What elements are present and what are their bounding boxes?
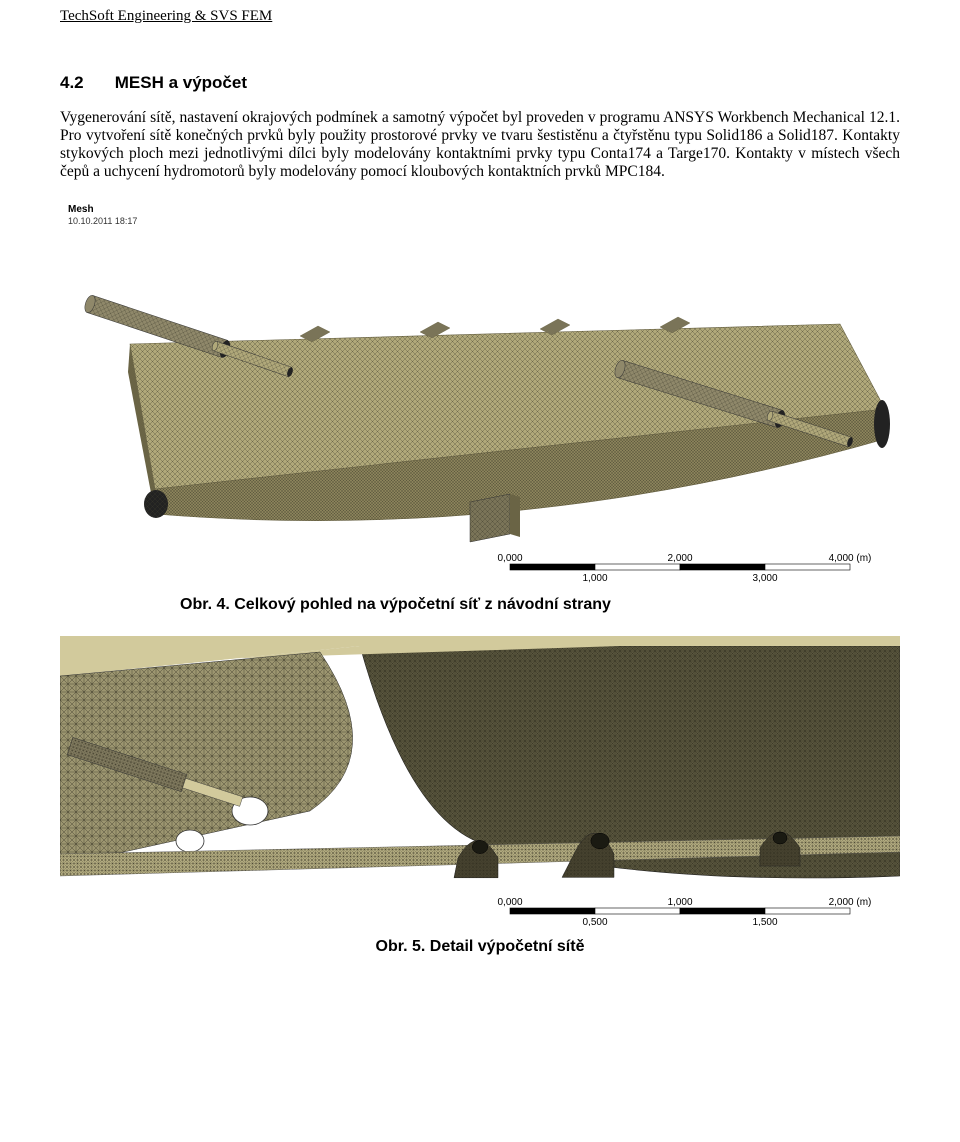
page-header: TechSoft Engineering & SVS FEM [60, 8, 900, 25]
svg-text:0,500: 0,500 [582, 917, 607, 926]
figure-5-caption: Obr. 5. Detail výpočetní sítě [60, 938, 900, 956]
page: TechSoft Engineering & SVS FEM 4.2 MESH … [0, 0, 960, 1018]
svg-text:1,500: 1,500 [752, 917, 777, 926]
svg-text:2,000 (m): 2,000 (m) [829, 897, 872, 908]
svg-text:4,000 (m): 4,000 (m) [829, 553, 872, 564]
figure-5: 0,000 1,000 2,000 (m) 0,500 1,500 [60, 636, 900, 926]
paragraph-body: Vygenerování sítě, nastavení okrajových … [60, 109, 900, 182]
figure-4-caption: Obr. 4. Celkový pohled na výpočetní síť … [180, 596, 900, 614]
svg-text:10.10.2011 18:17: 10.10.2011 18:17 [68, 216, 137, 226]
svg-text:1,000: 1,000 [582, 573, 607, 584]
svg-text:Mesh: Mesh [68, 204, 94, 215]
figure-4-svg: Mesh10.10.2011 18:17 0,000 2,000 4,000 (m) 1… [60, 194, 900, 584]
section-title: MESH a výpočet [115, 73, 247, 92]
figure-4: Mesh10.10.2011 18:17 0,000 2,000 4,000 (m) 1… [60, 194, 900, 584]
svg-text:0,000: 0,000 [497, 553, 522, 564]
svg-text:2,000: 2,000 [667, 553, 692, 564]
svg-text:3,000: 3,000 [752, 573, 777, 584]
section-heading: 4.2 MESH a výpočet [60, 73, 900, 93]
svg-text:0,000: 0,000 [497, 897, 522, 908]
section-number: 4.2 [60, 73, 110, 93]
figure-5-svg: 0,000 1,000 2,000 (m) 0,500 1,500 [60, 636, 900, 926]
svg-text:1,000: 1,000 [667, 897, 692, 908]
